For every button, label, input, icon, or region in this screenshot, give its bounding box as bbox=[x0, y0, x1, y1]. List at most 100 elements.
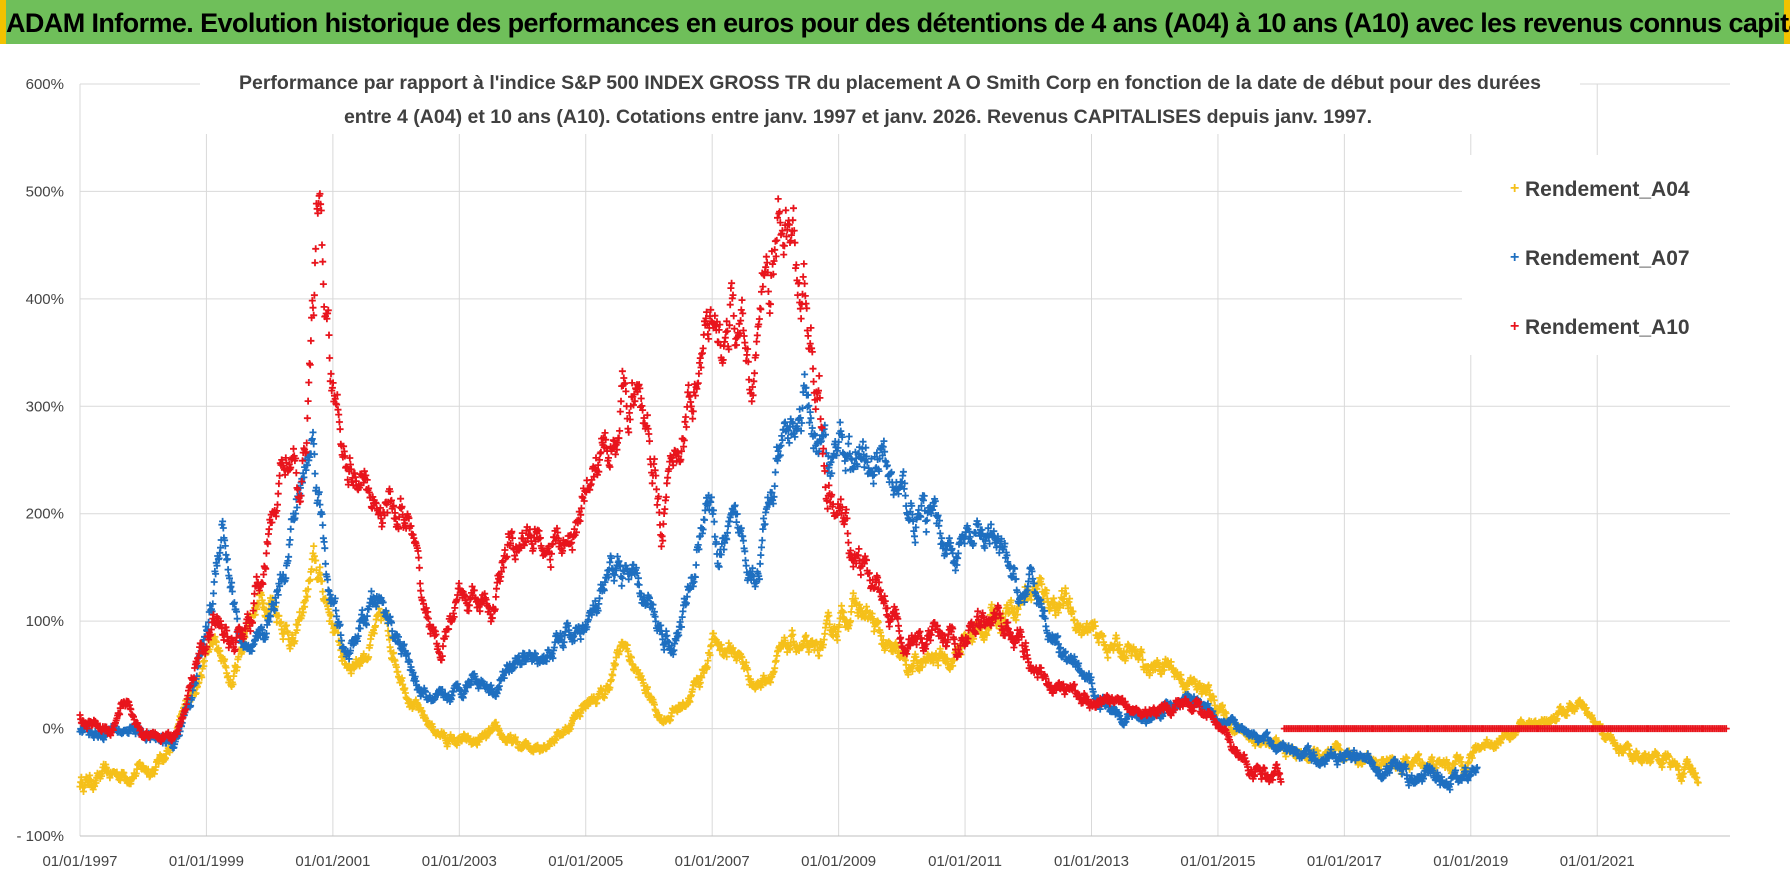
point-rendement-a04 bbox=[310, 542, 318, 550]
point-rendement-a04 bbox=[725, 639, 733, 647]
point-rendement-a04 bbox=[1038, 580, 1046, 588]
point-rendement-a04 bbox=[277, 618, 285, 626]
point-rendement-a04 bbox=[291, 637, 299, 645]
point-rendement-a04 bbox=[835, 621, 843, 629]
point-rendement-a04 bbox=[316, 563, 324, 571]
point-rendement-a04 bbox=[198, 673, 206, 681]
point-rendement-a04 bbox=[609, 671, 617, 679]
point-rendement-a04 bbox=[221, 655, 229, 663]
point-rendement-a04 bbox=[696, 679, 704, 687]
point-rendement-a04 bbox=[1139, 656, 1147, 664]
y-tick-label: 600% bbox=[26, 76, 64, 93]
point-rendement-a04 bbox=[275, 612, 283, 620]
point-rendement-a04 bbox=[260, 599, 268, 607]
y-tick-label: 400% bbox=[26, 291, 64, 308]
x-tick-label: 01/01/2015 bbox=[1180, 853, 1255, 870]
x-tick-label: 01/01/2017 bbox=[1307, 853, 1382, 870]
x-tick-label: 01/01/1997 bbox=[42, 853, 117, 870]
point-rendement-a04 bbox=[1138, 649, 1146, 656]
data-points-layer bbox=[76, 190, 1730, 795]
point-rendement-a04 bbox=[1116, 641, 1124, 649]
y-tick-label: 200% bbox=[26, 506, 64, 523]
point-rendement-a04 bbox=[934, 661, 942, 669]
point-rendement-a04 bbox=[1091, 622, 1099, 630]
x-tick-label: 01/01/2009 bbox=[801, 853, 876, 870]
point-rendement-a04 bbox=[301, 603, 309, 611]
x-tick-label: 01/01/2013 bbox=[1054, 853, 1129, 870]
point-rendement-a04 bbox=[983, 631, 991, 639]
x-tick-label: 01/01/2011 bbox=[928, 853, 1002, 870]
y-tick-label: 300% bbox=[26, 398, 64, 415]
point-rendement-a04 bbox=[390, 649, 398, 657]
point-rendement-a04 bbox=[771, 664, 779, 672]
point-rendement-a04 bbox=[606, 684, 614, 692]
point-rendement-a04 bbox=[628, 654, 635, 662]
point-rendement-a04 bbox=[723, 653, 731, 661]
point-rendement-a04 bbox=[786, 646, 794, 654]
point-rendement-a04 bbox=[301, 597, 309, 605]
point-rendement-a04 bbox=[1066, 595, 1074, 603]
point-rendement-a04 bbox=[838, 607, 846, 615]
point-rendement-a04 bbox=[1050, 599, 1058, 606]
point-rendement-a04 bbox=[706, 651, 714, 659]
point-rendement-a04 bbox=[233, 663, 241, 671]
point-rendement-a04 bbox=[212, 638, 220, 646]
point-rendement-a04 bbox=[308, 565, 316, 573]
point-rendement-a04 bbox=[1043, 586, 1051, 594]
point-rendement-a04 bbox=[893, 641, 901, 649]
point-rendement-a04 bbox=[312, 557, 320, 564]
x-tick-label: 01/01/2019 bbox=[1433, 853, 1508, 870]
point-rendement-a04 bbox=[1027, 596, 1035, 604]
point-rendement-a04 bbox=[303, 593, 311, 601]
y-tick-label: 500% bbox=[26, 183, 64, 200]
point-rendement-a04 bbox=[833, 636, 841, 644]
point-rendement-a04 bbox=[874, 618, 882, 626]
point-rendement-a04 bbox=[253, 605, 261, 613]
point-rendement-a04 bbox=[609, 665, 617, 673]
point-rendement-a04 bbox=[1069, 608, 1077, 615]
point-rendement-a04 bbox=[319, 588, 327, 596]
point-rendement-a04 bbox=[744, 666, 752, 674]
point-rendement-a04 bbox=[856, 601, 863, 609]
point-rendement-a04 bbox=[1099, 632, 1107, 640]
point-rendement-a04 bbox=[299, 608, 307, 616]
y-tick-label: - 100% bbox=[16, 828, 64, 845]
point-rendement-a04 bbox=[298, 612, 306, 620]
point-rendement-a04 bbox=[370, 630, 378, 637]
point-rendement-a04 bbox=[857, 604, 865, 612]
point-rendement-a04 bbox=[1062, 589, 1070, 597]
point-rendement-a04 bbox=[318, 577, 326, 585]
point-rendement-a04 bbox=[623, 641, 631, 649]
point-rendement-a04 bbox=[365, 653, 373, 661]
point-rendement-a04 bbox=[936, 645, 944, 653]
point-rendement-a04 bbox=[372, 622, 379, 630]
x-tick-label: 01/01/2021 bbox=[1560, 853, 1635, 870]
point-rendement-a04 bbox=[251, 611, 259, 619]
grid-layer bbox=[79, 83, 1730, 837]
point-rendement-a04 bbox=[366, 641, 374, 649]
point-rendement-a04 bbox=[825, 612, 833, 620]
point-rendement-a04 bbox=[1160, 666, 1168, 674]
x-tick-label: 01/01/1999 bbox=[169, 853, 244, 870]
x-tick-label: 01/01/2005 bbox=[548, 853, 623, 870]
point-rendement-a04 bbox=[1054, 609, 1062, 617]
y-tick-label: 100% bbox=[26, 613, 64, 630]
point-rendement-a04 bbox=[877, 632, 885, 640]
point-rendement-a04 bbox=[704, 657, 712, 665]
x-tick-label: 01/01/2003 bbox=[422, 853, 497, 870]
point-rendement-a04 bbox=[1059, 602, 1067, 609]
point-rendement-a04 bbox=[1070, 616, 1078, 624]
point-rendement-a04 bbox=[840, 608, 848, 616]
point-rendement-a04 bbox=[1012, 616, 1020, 624]
point-rendement-a04 bbox=[201, 657, 208, 665]
point-rendement-a04 bbox=[229, 680, 237, 688]
axis-layer: - 100% 0% 100% 200% 300% 400% 500% 600% 01/01/19… bbox=[16, 76, 1730, 870]
point-rendement-a04 bbox=[1104, 654, 1112, 662]
point-rendement-a04 bbox=[703, 663, 711, 671]
point-rendement-a04 bbox=[821, 630, 829, 638]
point-rendement-a04 bbox=[1122, 654, 1130, 662]
y-tick-label: 0% bbox=[42, 721, 64, 738]
point-rendement-a04 bbox=[815, 652, 823, 660]
point-rendement-a04 bbox=[1113, 634, 1121, 642]
